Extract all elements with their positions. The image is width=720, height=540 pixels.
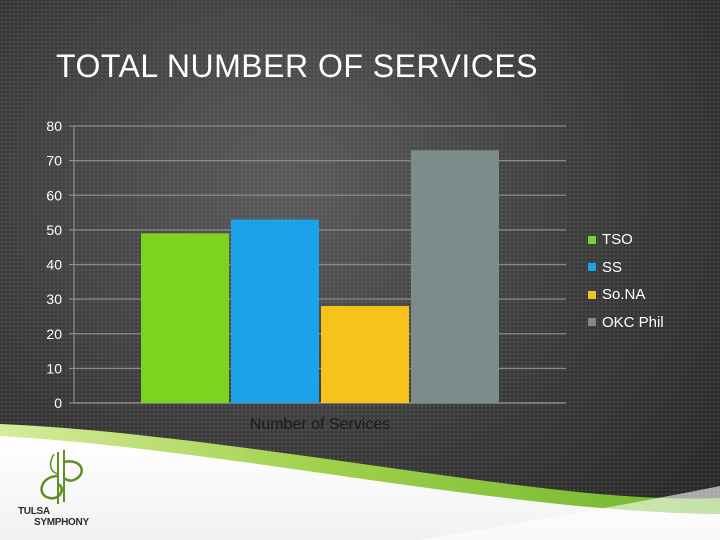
legend-label-okc: OKC Phil xyxy=(602,313,664,331)
logo-text-symphony: SYMPHONY xyxy=(34,517,89,528)
y-tick-label-70: 70 xyxy=(46,153,62,169)
legend-label-tso: TSO xyxy=(602,231,633,249)
legend-swatch-okc xyxy=(588,318,596,327)
chart-bars xyxy=(141,150,499,403)
legend-item-tso: TSO xyxy=(588,226,664,254)
treble-clef-logo-mark xyxy=(40,450,83,504)
legend-item-sona: So.NA xyxy=(588,281,664,309)
legend-label-ss: SS xyxy=(602,258,623,276)
y-tick-label-10: 10 xyxy=(46,360,62,376)
y-tick-label-40: 40 xyxy=(46,257,62,273)
bar-so-na xyxy=(321,306,409,403)
y-tick-label-30: 30 xyxy=(46,291,62,307)
tulsa-symphony-logo: TULSA SYMPHONY xyxy=(14,448,104,532)
legend-item-okc: OKC Phil xyxy=(588,309,664,337)
chart-legend: TSO SS So.NA OKC Phil xyxy=(588,226,664,336)
bar-tso xyxy=(141,233,229,403)
legend-label-sona: So.NA xyxy=(602,286,646,304)
bar-ss xyxy=(231,219,319,403)
legend-swatch-ss xyxy=(588,263,596,272)
y-tick-label-0: 0 xyxy=(54,395,62,411)
legend-swatch-sona xyxy=(588,290,596,299)
legend-swatch-tso xyxy=(588,235,596,244)
y-tick-label-60: 60 xyxy=(46,187,62,203)
slide-title: TOTAL NUMBER OF SERVICES xyxy=(56,48,539,84)
x-axis-labels: Number of Services xyxy=(250,416,391,433)
y-axis-ticks: 0 10 20 30 40 50 60 70 80 xyxy=(46,118,62,411)
y-tick-label-20: 20 xyxy=(46,326,62,342)
y-tick-label-50: 50 xyxy=(46,222,62,238)
y-tick-label-80: 80 xyxy=(46,118,62,134)
legend-item-ss: SS xyxy=(588,254,664,282)
bar-okc-phil xyxy=(411,150,499,403)
logo-text-tulsa: TULSA xyxy=(18,506,50,517)
x-category-label: Number of Services xyxy=(250,416,391,433)
